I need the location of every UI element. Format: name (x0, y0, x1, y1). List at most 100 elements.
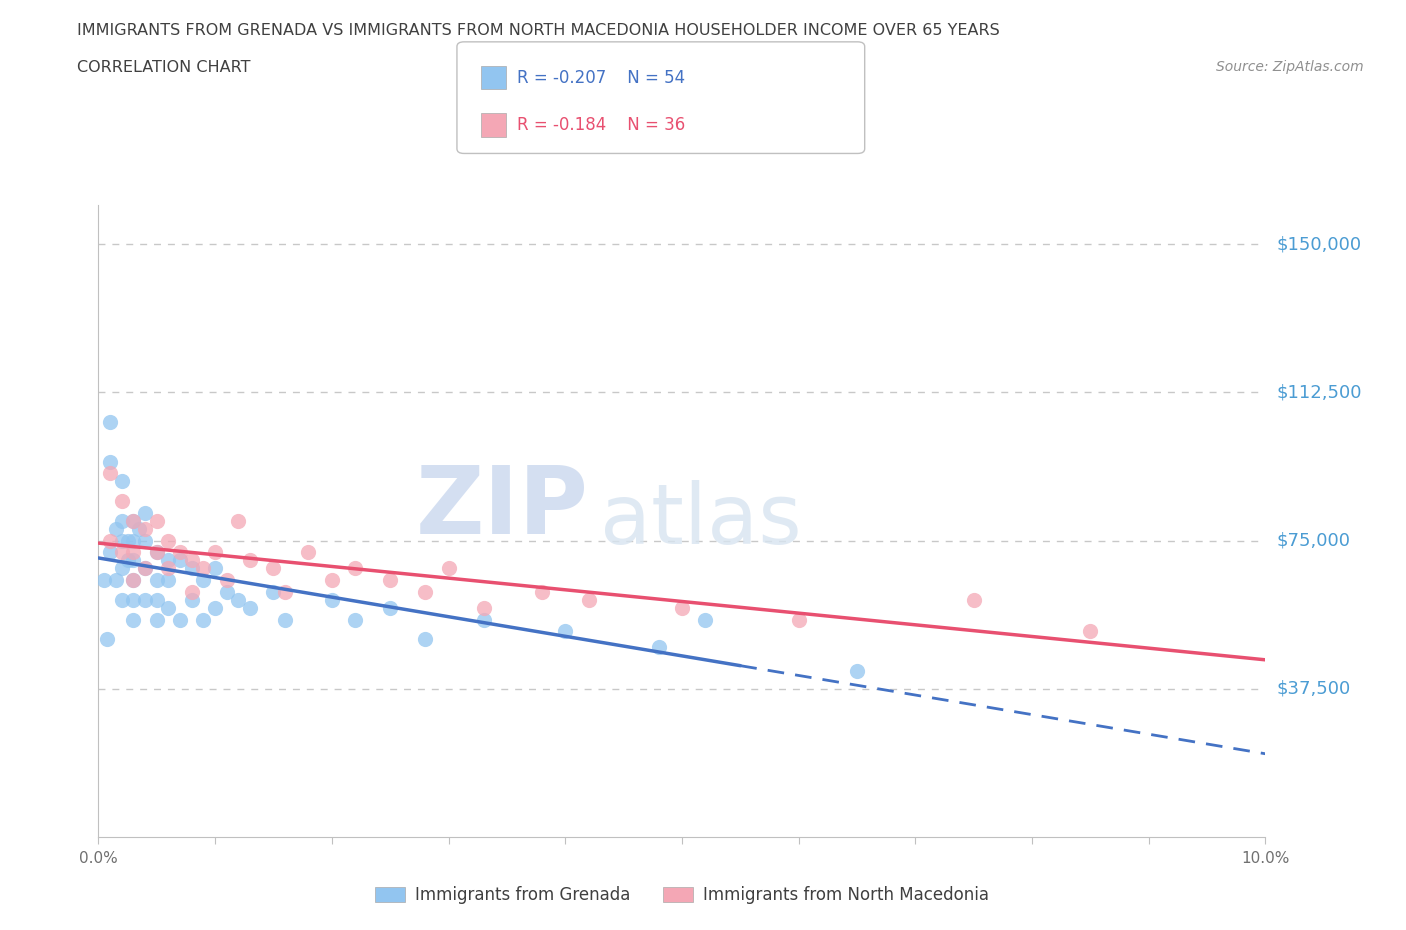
Legend: Immigrants from Grenada, Immigrants from North Macedonia: Immigrants from Grenada, Immigrants from… (368, 880, 995, 910)
Point (262, 585, 284, 600)
Point (180, 552, 202, 567)
Point (204, 561, 226, 576)
Point (104, 573, 127, 588)
Point (344, 612, 367, 627)
Point (93, 573, 115, 588)
Text: IMMIGRANTS FROM GRENADA VS IMMIGRANTS FROM NORTH MACEDONIA HOUSEHOLDER INCOME OV: IMMIGRANTS FROM GRENADA VS IMMIGRANTS FR… (77, 23, 1000, 38)
Point (134, 561, 156, 576)
Point (122, 533, 145, 548)
Point (122, 573, 145, 588)
Point (169, 545, 191, 560)
Point (157, 601, 180, 616)
Point (215, 585, 238, 600)
Point (98, 545, 121, 560)
Point (104, 521, 127, 536)
Point (111, 592, 134, 607)
Point (146, 513, 169, 528)
Text: R = -0.184    N = 36: R = -0.184 N = 36 (517, 116, 686, 134)
Point (671, 601, 693, 616)
Point (169, 612, 191, 627)
Point (134, 506, 156, 521)
Point (695, 612, 717, 627)
Point (845, 664, 868, 679)
Point (215, 573, 238, 588)
Point (413, 585, 436, 600)
Point (157, 561, 180, 576)
Point (96, 632, 118, 647)
Point (122, 513, 145, 528)
Point (146, 592, 169, 607)
Point (134, 533, 156, 548)
Point (204, 601, 226, 616)
Point (128, 521, 150, 536)
Point (228, 592, 250, 607)
Point (98, 466, 121, 481)
Point (146, 612, 169, 627)
Point (122, 552, 145, 567)
Text: $150,000: $150,000 (1277, 235, 1361, 253)
Point (117, 552, 139, 567)
Point (111, 561, 134, 576)
Point (239, 601, 262, 616)
Point (530, 585, 553, 600)
Text: Source: ZipAtlas.com: Source: ZipAtlas.com (1216, 60, 1364, 74)
Point (111, 494, 134, 509)
Point (378, 601, 402, 616)
Point (134, 561, 156, 576)
Point (472, 612, 495, 627)
Text: CORRELATION CHART: CORRELATION CHART (77, 60, 250, 75)
Point (578, 592, 600, 607)
Point (472, 601, 495, 616)
Point (180, 561, 202, 576)
Point (157, 552, 180, 567)
Point (111, 474, 134, 489)
Point (262, 561, 284, 576)
Point (437, 561, 460, 576)
Point (321, 592, 343, 607)
Text: R = -0.207    N = 54: R = -0.207 N = 54 (517, 69, 686, 86)
Point (554, 624, 576, 639)
Point (169, 552, 191, 567)
Point (98, 415, 121, 430)
Text: ZIP: ZIP (416, 462, 589, 554)
Point (98, 533, 121, 548)
Point (274, 585, 297, 600)
Point (111, 545, 134, 560)
Point (193, 612, 215, 627)
Point (122, 573, 145, 588)
Point (274, 612, 297, 627)
Point (122, 592, 145, 607)
Point (378, 573, 402, 588)
Point (146, 545, 169, 560)
Point (193, 573, 215, 588)
Point (111, 513, 134, 528)
Point (134, 521, 156, 536)
Point (787, 612, 810, 627)
Point (180, 592, 202, 607)
Point (204, 545, 226, 560)
Text: $75,000: $75,000 (1277, 532, 1351, 550)
Point (122, 545, 145, 560)
Point (111, 533, 134, 548)
Point (146, 545, 169, 560)
Point (98, 454, 121, 469)
Text: atlas: atlas (600, 480, 801, 562)
Point (193, 561, 215, 576)
Point (146, 573, 169, 588)
Point (297, 545, 319, 560)
Point (228, 513, 250, 528)
Point (647, 640, 669, 655)
Text: $37,500: $37,500 (1277, 680, 1351, 698)
Point (117, 533, 139, 548)
Text: $112,500: $112,500 (1277, 383, 1362, 402)
Point (157, 533, 180, 548)
Point (344, 561, 367, 576)
Point (1080, 624, 1102, 639)
Point (321, 573, 343, 588)
Point (239, 552, 262, 567)
Point (157, 573, 180, 588)
Point (180, 585, 202, 600)
Point (122, 612, 145, 627)
Point (962, 592, 984, 607)
Point (134, 592, 156, 607)
